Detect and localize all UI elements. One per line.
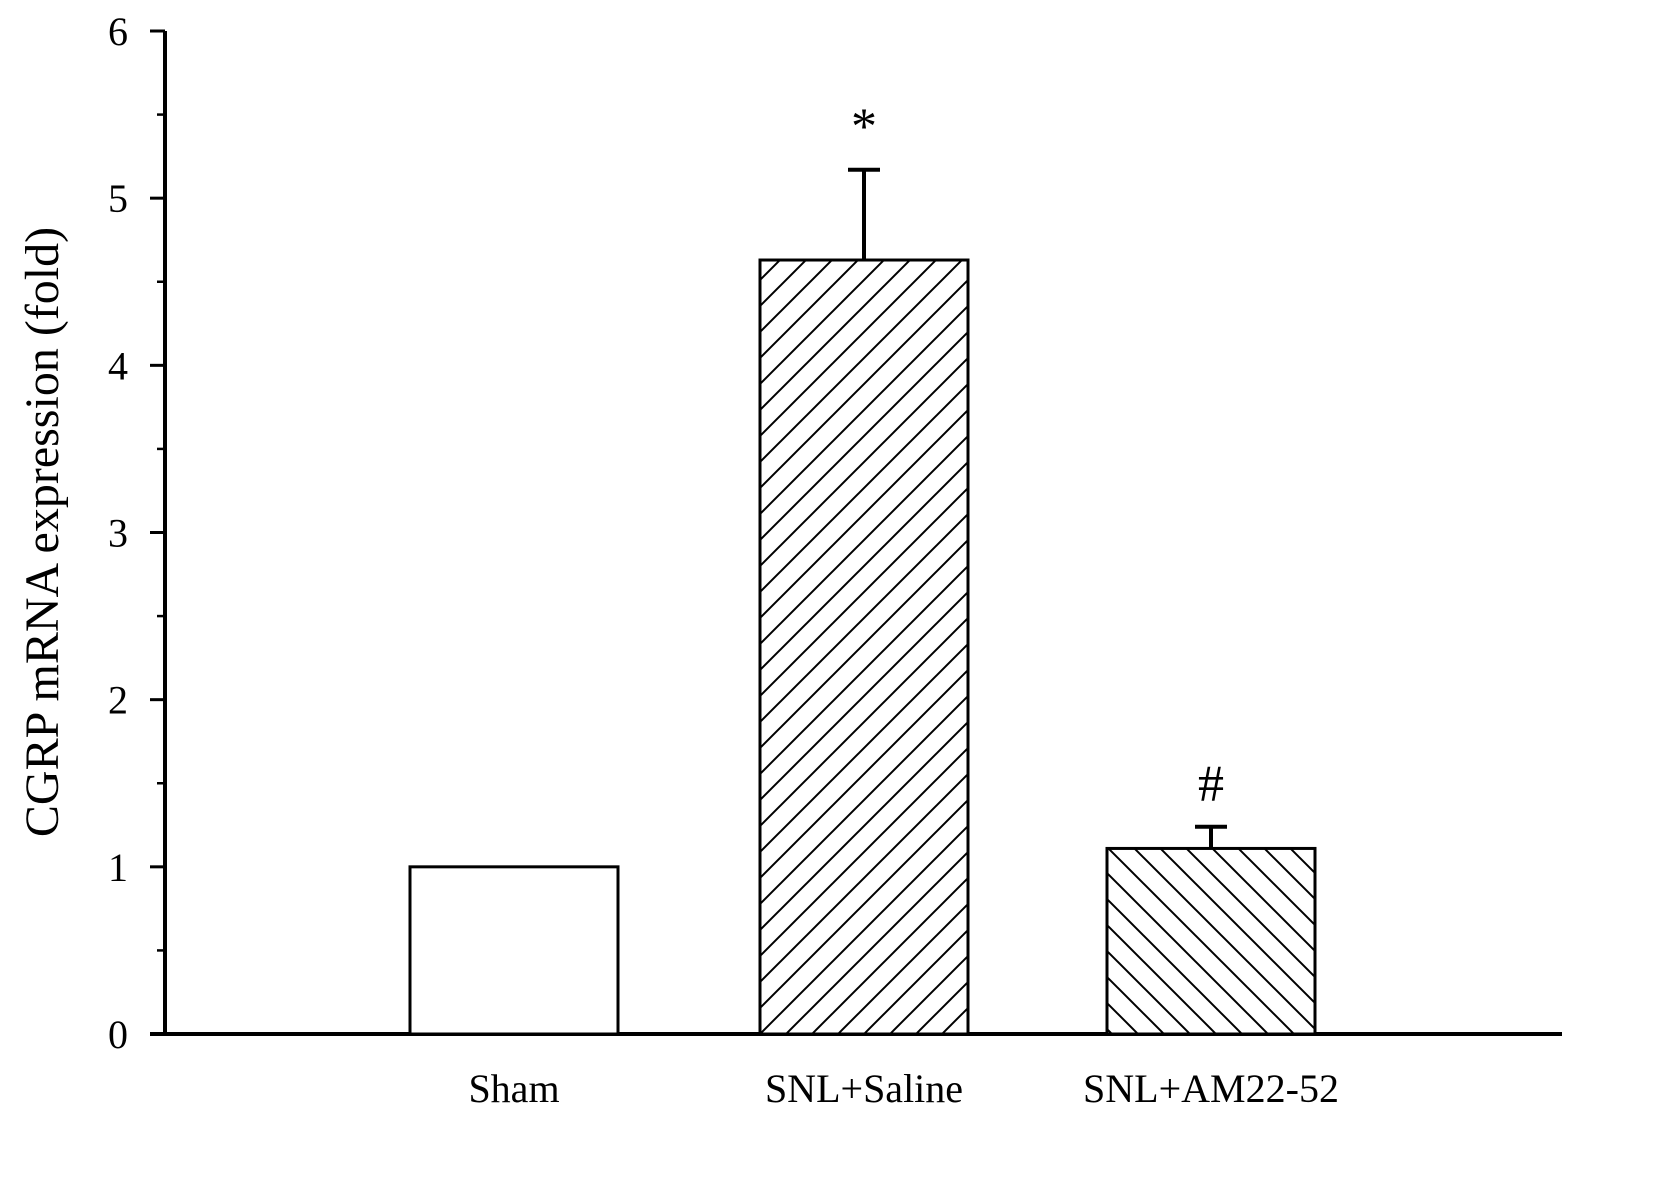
y-axis-title: CGRP mRNA expression (fold) bbox=[16, 227, 69, 837]
y-tick-label: 5 bbox=[108, 176, 128, 221]
significance-marker-3: # bbox=[1198, 756, 1224, 813]
x-category-label: SNL+Saline bbox=[765, 1066, 963, 1111]
bar-1 bbox=[408, 865, 620, 1036]
y-tick-label: 6 bbox=[108, 9, 128, 54]
y-tick-label: 3 bbox=[108, 511, 128, 556]
y-tick-label: 2 bbox=[108, 678, 128, 723]
y-tick-label: 1 bbox=[108, 845, 128, 890]
bar-2 bbox=[758, 258, 970, 1036]
y-tick-label: 4 bbox=[108, 343, 128, 388]
y-tick-label: 0 bbox=[108, 1012, 128, 1057]
bar-3 bbox=[1105, 846, 1317, 1036]
x-category-label: SNL+AM22-52 bbox=[1083, 1066, 1339, 1111]
x-category-label: Sham bbox=[468, 1066, 559, 1111]
significance-marker-2: * bbox=[851, 99, 877, 156]
